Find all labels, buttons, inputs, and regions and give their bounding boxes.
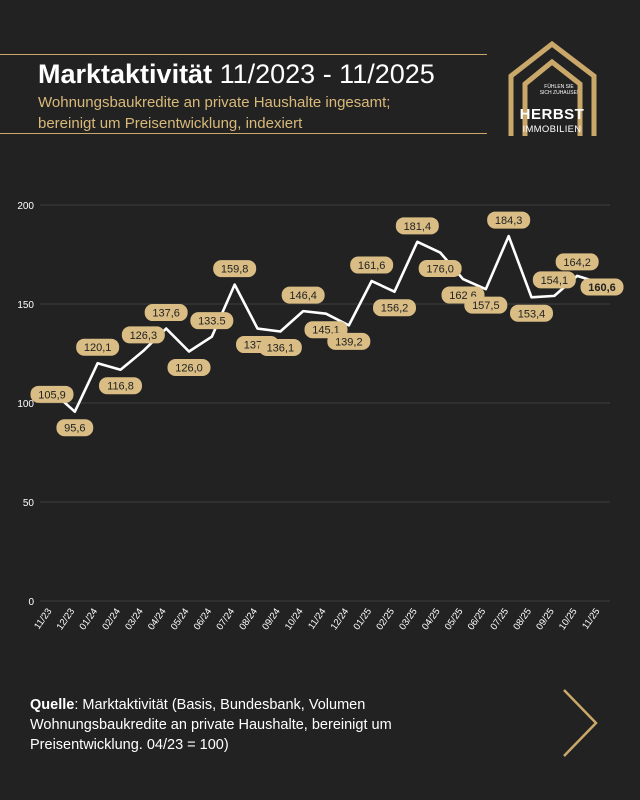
data-label-bg — [76, 338, 120, 356]
title-period: 11/2023 - 11/2025 — [219, 59, 435, 89]
x-tick-label: 04/24 — [146, 606, 169, 632]
data-label: 116,8 — [107, 381, 134, 393]
data-label-bg — [373, 299, 416, 317]
x-tick-label: 11/24 — [306, 606, 328, 631]
data-label: 120,1 — [84, 342, 112, 354]
data-label-bg — [213, 260, 257, 278]
x-tick-label: 11/23 — [32, 606, 54, 631]
x-tick-label: 11/25 — [580, 606, 602, 631]
series-line — [51, 234, 601, 414]
x-tick-label: 06/25 — [466, 606, 489, 632]
y-tick-label: 150 — [17, 300, 34, 311]
x-tick-label: 09/24 — [260, 606, 283, 632]
data-label: 95,6 — [64, 423, 85, 435]
x-tick-label: 03/24 — [123, 606, 146, 632]
x-tick-label: 02/25 — [374, 606, 397, 632]
x-tick-label: 09/25 — [534, 606, 557, 632]
data-label-bg — [327, 332, 371, 350]
data-label-bg — [555, 253, 599, 271]
logo-tagline: FÜHLEN SIE SICH ZUHAUSE! — [539, 84, 579, 96]
x-tick-label: 05/25 — [443, 606, 466, 632]
data-label: 184,3 — [495, 215, 523, 227]
data-label-bg — [121, 326, 165, 344]
logo-subname: IMMOBILIEN — [522, 124, 582, 135]
data-label-bg — [144, 304, 188, 322]
data-label: 164,2 — [563, 257, 591, 269]
data-label: 156,2 — [381, 303, 409, 315]
logo-name: HERBST — [519, 106, 585, 123]
data-label: 126,3 — [130, 330, 158, 342]
x-tick-label: 02/24 — [100, 606, 123, 632]
source-text: : Marktaktivität (Basis, Bundesbank, Vol… — [30, 697, 392, 753]
data-label-bg — [56, 419, 94, 437]
x-tick-label: 12/24 — [329, 606, 352, 632]
header-rule-top — [0, 54, 487, 55]
data-label-bg — [510, 304, 553, 322]
y-tick-label: 100 — [17, 399, 34, 410]
x-tick-label: 08/24 — [237, 606, 260, 632]
data-label: 161,6 — [358, 260, 386, 272]
data-label: 126,0 — [175, 363, 203, 375]
data-label-bg — [395, 217, 439, 235]
x-tick-label: 05/24 — [169, 606, 192, 632]
x-tick-label: 10/25 — [557, 606, 580, 632]
data-label: 133.5 — [198, 316, 226, 328]
data-label-bg — [167, 359, 211, 377]
house-logo-icon — [508, 40, 597, 136]
data-label-bg — [487, 211, 531, 229]
data-label-bg — [532, 271, 576, 289]
data-label: 139,2 — [335, 336, 363, 348]
x-tick-label: 08/25 — [511, 606, 534, 632]
x-tick-label: 01/24 — [77, 606, 100, 632]
data-label: 154,1 — [541, 275, 569, 287]
data-label-bg — [281, 286, 325, 304]
data-label: 137,6 — [152, 308, 180, 320]
data-label-bg — [99, 377, 142, 395]
x-tick-label: 07/25 — [488, 606, 511, 632]
x-tick-label: 06/24 — [192, 606, 215, 632]
subtitle: Wohnungsbaukredite an private Haushalte … — [38, 92, 435, 134]
x-tick-label: 07/24 — [214, 606, 237, 632]
x-tick-label: 12/23 — [55, 606, 78, 632]
title-bold: Marktaktivität — [38, 59, 213, 89]
data-label: 159,8 — [221, 264, 249, 276]
chevron-right-icon[interactable] — [558, 688, 602, 758]
header-rule-bottom — [0, 133, 487, 134]
data-label-bg — [350, 256, 394, 274]
data-label: 160,6 — [588, 282, 616, 294]
data-label: 146,4 — [289, 290, 317, 302]
subtitle-line-1: Wohnungsbaukredite an private Haushalte … — [38, 94, 391, 111]
data-label-bg — [580, 278, 624, 296]
y-tick-label: 200 — [17, 201, 34, 212]
subtitle-line-2: bereinigt um Preisentwicklung, indexiert — [38, 115, 303, 132]
x-tick-label: 01/25 — [351, 606, 374, 632]
data-label: 153,4 — [518, 308, 546, 320]
data-label-bg — [258, 339, 302, 357]
y-tick-label: 0 — [28, 597, 34, 608]
source-label: Quelle — [30, 697, 75, 713]
data-label: 157,5 — [472, 300, 500, 312]
data-label: 136,1 — [267, 343, 295, 355]
page-title: Marktaktivität 11/2023 - 11/2025 — [38, 58, 435, 90]
data-label-bg — [30, 385, 74, 403]
x-tick-label: 04/25 — [420, 606, 443, 632]
data-label-bg — [190, 312, 234, 330]
data-label-bg — [418, 260, 462, 278]
data-label-bg — [464, 296, 508, 314]
y-tick-label: 50 — [23, 498, 35, 509]
data-label: 176,0 — [426, 264, 454, 276]
x-tick-label: 03/25 — [397, 606, 420, 632]
source-note: Quelle: Marktaktivität (Basis, Bundesban… — [30, 695, 460, 755]
data-label: 105,9 — [38, 389, 66, 401]
data-label: 181,4 — [404, 221, 432, 233]
header: Marktaktivität 11/2023 - 11/2025 Wohnung… — [38, 58, 435, 134]
x-tick-label: 10/24 — [283, 606, 306, 632]
